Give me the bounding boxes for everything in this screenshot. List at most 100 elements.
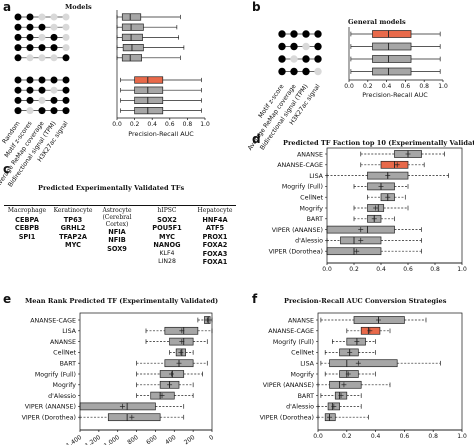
tf-column-3: hIPSC SOX2 POU5F1 MYC NANOG KLF4 LIN28 [144,207,190,266]
feature-off-dot [62,13,70,21]
feature-on-dot [62,107,70,115]
tf-gene: FOXA3 [202,249,228,258]
tf-column-0: Macrophage CEBPA CEBPB SPI1 [4,207,50,241]
panel-f-method-label: Mogrify (Full) [273,339,314,346]
panel-d-tick-label: 0.8 [430,266,440,273]
panel-e-method-label: VIPER (Dorothea) [22,415,76,422]
tf-gene: MYC [65,241,81,250]
tf-gene: ATF5 [205,224,225,233]
panel-d-method-label: VIPER (Dorothea) [269,249,323,256]
tf-gene: NANOG [153,241,181,250]
tf-gene: TP63 [63,216,83,224]
tf-column-1: Keratinocyte TP63 GRHL2 TFAP2A MYC [50,207,96,250]
feature-off-dot [290,55,298,63]
panel-label-d: d [252,132,261,146]
feature-on-dot [290,67,298,76]
panel-f-method-label: VIPER (Dorothea) [260,415,314,422]
tf-gene: MYC [159,232,175,241]
feature-on-dot [14,44,22,52]
panel-d-method-label: CellNet [300,195,323,202]
feature-on-dot [62,76,70,84]
feature-on-dot [314,55,322,63]
feature-on-dot [302,55,310,63]
tf-gene: SOX9 [107,244,127,253]
panel-label-c: c [3,162,11,176]
feature-on-dot [26,33,34,41]
feature-on-dot [38,44,46,52]
tf-column-header: Keratinocyte [53,207,93,214]
feature-off-dot [38,96,46,104]
box [372,67,412,76]
tf-gene: CEBPA [15,216,39,224]
box [329,359,398,368]
box [134,86,164,94]
panel-label-a: a [3,0,12,14]
feature-on-dot [278,42,286,51]
feature-on-dot [26,44,34,52]
box [121,13,142,21]
feature-off-dot [62,33,70,41]
feature-off-dot [38,13,46,21]
feature-off-dot [314,67,322,76]
feature-on-dot [26,23,34,31]
panel-d-tick-label: 0.4 [376,266,386,273]
tf-column-header: Hepatocyte [197,207,233,214]
panel-f-tick-label: 0.6 [400,433,410,440]
panel-b-tick-label: 0.8 [419,83,429,90]
panel-e-tick-label: 1,000 [103,434,121,445]
box [122,43,144,52]
panel-e-tick-label: 1,200 [84,434,102,445]
feature-on-dot [38,86,46,94]
feature-off-dot [26,54,34,62]
panel-a-tick-label: 1.0 [200,121,210,128]
panel-b-tick-label: 0.4 [382,83,392,90]
panel-b-tick-label: 0.6 [401,83,411,90]
feature-on-dot [38,23,46,31]
tf-gene: TFAP2A [59,232,87,241]
feature-on-dot [38,107,46,115]
panel-c-title: Predicted Experimentally Validated TFs [38,184,185,192]
feature-off-dot [50,23,58,31]
tf-gene: KLF4 [159,249,175,257]
table-divider [4,205,236,206]
panel-d-method-label: BART [307,216,324,223]
box [134,96,164,105]
panel-f-tick-label: 0.2 [342,433,352,440]
tf-column-header: Macrophage [7,207,47,214]
panel-d-method-label: ANANSE [297,151,323,158]
tf-gene: GRHL2 [60,224,86,233]
feature-on-dot [14,23,22,31]
panel-e-method-label: LISA [62,328,76,335]
panel-label-b: b [252,0,261,14]
panel-a-tick-label: 0.2 [130,121,140,128]
tf-gene: FOXA1 [202,258,228,267]
panel-a-tick-label: 0.8 [183,121,193,128]
panel-a-tick-label: 0.6 [165,121,175,128]
box [372,55,412,63]
panel-f-method-label: Mogrify [291,371,315,378]
tf-gene: POU5F1 [152,224,182,233]
panel-d-method-label: Mogrify [300,205,324,212]
panel-b-tick-label: 0.2 [363,83,373,90]
feature-off-dot [302,42,310,51]
panel-d-tick-label: 1.0 [457,266,467,273]
feature-on-dot [14,96,22,104]
panel-a-xlabel: Precision-Recall AUC [128,130,194,138]
feature-off-dot [38,54,46,62]
panel-f-method-label: VIPER (ANANSE) [263,382,314,389]
panel-label-e: e [3,292,12,306]
box [372,42,412,51]
panel-d-tick-label: 0.6 [403,266,413,273]
panel-e-method-label: ANANSE [50,339,76,346]
feature-on-dot [50,96,58,104]
panel-e-tick-label: 400 [164,434,178,445]
feature-off-dot [62,23,70,31]
panel-f-method-label: BART [298,393,315,400]
feature-on-dot [314,30,322,38]
feature-on-dot [50,107,58,115]
feature-on-dot [26,96,34,104]
tf-gene: NFIB [108,236,126,245]
feature-on-dot [50,76,58,84]
panel-e-method-label: ANANSE-CAGE [30,317,76,324]
feature-on-dot [278,30,286,38]
